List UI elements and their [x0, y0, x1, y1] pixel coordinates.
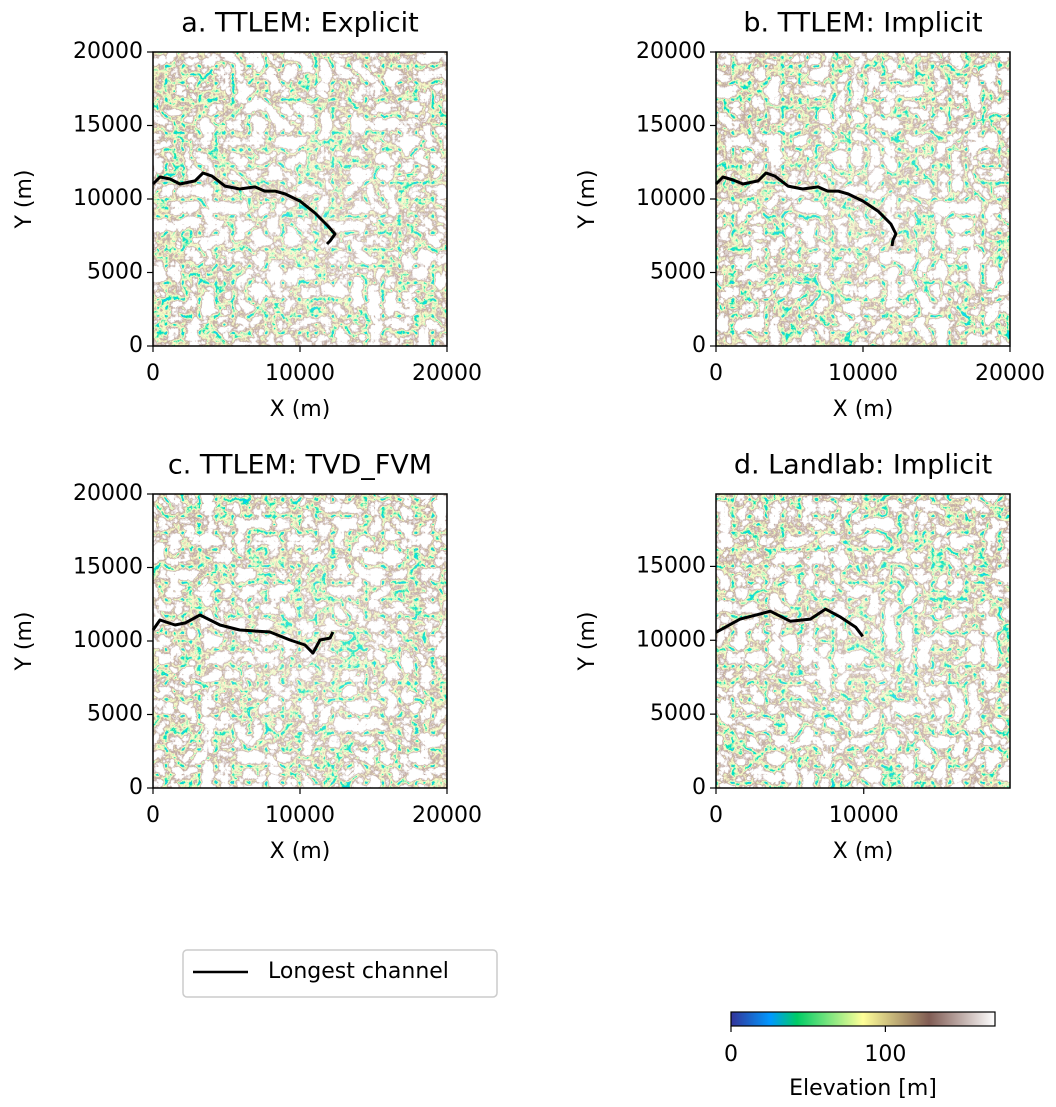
y-axis-label: Y (m)	[12, 169, 37, 229]
panel-title: c. TTLEM: TVD_FVM	[168, 450, 432, 481]
y-tick-label: 0	[692, 333, 706, 358]
x-axis-label: X (m)	[270, 839, 331, 864]
x-tick-label: 20000	[412, 361, 482, 386]
y-tick-label: 0	[692, 775, 706, 800]
colorbar	[730, 1011, 996, 1027]
legend-box	[182, 949, 498, 998]
panel-title: a. TTLEM: Explicit	[181, 8, 418, 39]
panel-title: b. TTLEM: Implicit	[743, 8, 982, 39]
y-tick-label: 20000	[73, 39, 143, 64]
x-tick-label: 0	[709, 803, 723, 828]
y-tick-label: 5000	[87, 702, 143, 727]
y-tick-label: 15000	[636, 113, 706, 138]
x-tick-label: 10000	[265, 361, 335, 386]
x-tick-label: 20000	[412, 803, 482, 828]
y-tick-label: 5000	[650, 260, 706, 285]
x-tick-label: 10000	[829, 803, 899, 828]
y-tick-label: 15000	[73, 113, 143, 138]
legend-label: Longest channel	[268, 959, 449, 984]
relief-shade	[716, 494, 1010, 788]
colorbar-tick-label: 0	[724, 1042, 738, 1067]
x-tick-label: 20000	[975, 361, 1045, 386]
x-tick-label: 10000	[265, 803, 335, 828]
y-tick-label: 5000	[650, 701, 706, 726]
panel-title: d. Landlab: Implicit	[734, 450, 992, 481]
x-axis-label: X (m)	[833, 397, 894, 422]
channel-line	[151, 613, 335, 655]
y-tick-label: 10000	[636, 627, 706, 652]
y-tick-label: 10000	[636, 186, 706, 211]
x-tick-label: 10000	[828, 361, 898, 386]
x-tick-label: 0	[146, 361, 160, 386]
colorbar-tick-label: 100	[864, 1042, 906, 1067]
relief-shade	[153, 52, 447, 346]
x-axis-label: X (m)	[833, 839, 894, 864]
relief-shade	[153, 494, 447, 788]
y-tick-label: 15000	[636, 553, 706, 578]
channel-line	[151, 171, 337, 246]
legend: Longest channel	[182, 949, 498, 998]
y-axis-label: Y (m)	[12, 611, 37, 671]
x-axis-label: X (m)	[270, 397, 331, 422]
y-axis-label: Y (m)	[575, 611, 600, 671]
y-tick-label: 10000	[73, 186, 143, 211]
y-tick-label: 20000	[73, 481, 143, 506]
y-tick-label: 5000	[87, 260, 143, 285]
x-tick-label: 0	[709, 361, 723, 386]
relief-shade	[716, 52, 1010, 346]
plot-frame	[715, 493, 1011, 789]
channel-line	[714, 171, 898, 247]
x-tick-label: 0	[146, 803, 160, 828]
y-tick-label: 0	[129, 333, 143, 358]
colorbar-label: Elevation [m]	[789, 1076, 937, 1101]
y-tick-label: 20000	[636, 39, 706, 64]
y-tick-label: 0	[129, 775, 143, 800]
y-tick-label: 10000	[73, 628, 143, 653]
channel-line	[715, 607, 864, 638]
y-tick-label: 15000	[73, 555, 143, 580]
y-axis-label: Y (m)	[575, 169, 600, 229]
